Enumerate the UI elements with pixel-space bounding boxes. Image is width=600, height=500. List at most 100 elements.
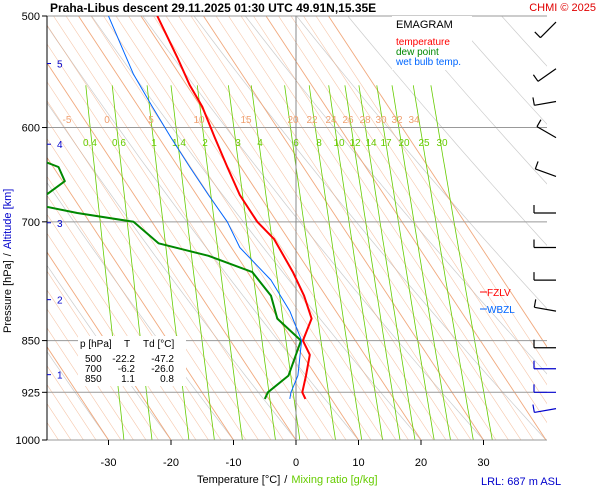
isotherm-label: 5: [148, 115, 154, 126]
dry-adiabat-line: [47, 350, 109, 440]
isotherm-line: [290, 16, 547, 405]
pressure-axis-label: Pressure [hPa]: [2, 260, 14, 333]
altitude-tick-label: 3: [57, 219, 63, 230]
isotherm-line: [215, 16, 497, 440]
isotherm-line: [303, 16, 547, 386]
table-box: [78, 336, 186, 386]
isotherm-label: 10: [193, 115, 205, 126]
altitude-tick-label: 1: [57, 371, 63, 382]
dewpoint-trace: [47, 161, 302, 400]
chart-title: Praha-Libus descent 29.11.2025 01:30 UTC…: [50, 1, 376, 15]
table-cell: -47.2: [151, 354, 174, 365]
isotherm-line: [328, 16, 547, 348]
table-cell: -6.2: [118, 364, 136, 375]
axis-separator: /: [284, 474, 288, 486]
isotherm-label: 34: [408, 115, 420, 126]
wind-barb: [533, 384, 556, 393]
table-cell: 850: [85, 374, 102, 385]
isotherm-line: [265, 16, 547, 440]
mixing-ratio-label: 6: [293, 138, 299, 149]
temperature-trace: [156, 16, 313, 400]
isotherm-label: 30: [375, 115, 387, 126]
isotherm-label: 22: [306, 115, 318, 126]
isotherm-line: [47, 100, 272, 440]
mixing-ratio-label: 2: [202, 138, 208, 149]
wind-barb: [533, 339, 556, 349]
mixing-ratio-label: 14: [365, 138, 377, 149]
mixing-ratio-label: 1.4: [172, 138, 186, 149]
temperature-tick-label: -20: [163, 457, 179, 469]
wind-barbs: [532, 21, 557, 414]
isotherm-line: [47, 43, 309, 440]
isotherm-label: 28: [359, 115, 371, 126]
temperature-tick-label: 10: [352, 457, 364, 469]
altitude-axis-label: Altitude [km]: [2, 189, 14, 250]
temperature-tick-label: 20: [415, 457, 427, 469]
isotherm-line: [47, 138, 247, 440]
axis-separator: /: [2, 252, 14, 256]
wetbulb-trace: [108, 16, 303, 399]
legend-temperature: temperature: [396, 37, 450, 48]
isotherm-label: -5: [63, 115, 72, 126]
table-cell: -22.2: [112, 354, 135, 365]
wind-barb: [536, 119, 557, 139]
altitude-tick-label: 2: [57, 296, 63, 307]
wind-barb: [533, 205, 556, 214]
mixing-ratio-line: [111, 85, 153, 440]
mixing-ratio-line: [284, 85, 336, 440]
mixing-ratio-line: [358, 85, 416, 440]
wind-barb-flag: [534, 161, 539, 170]
mixing-ratio-label: 1: [151, 138, 157, 149]
temperature-tick-label: 0: [293, 457, 299, 469]
brand-label: CHMI © 2025: [529, 2, 596, 14]
wind-barb: [532, 404, 557, 414]
temperature-ticks: -30 -20 -10 0 10 20 30: [101, 440, 490, 469]
mixing-axis-label: Mixing ratio [g/kg]: [291, 474, 377, 486]
mixing-ratio-line: [146, 85, 190, 440]
table-cell: 1.1: [121, 374, 135, 385]
altitude-tick-label: 4: [57, 140, 63, 151]
isotherm-line: [140, 16, 422, 440]
isotherm-line: [190, 16, 472, 440]
isotherm-label: 0: [104, 115, 110, 126]
wind-barb-staff: [536, 126, 557, 139]
isotherm-line: [78, 16, 359, 440]
wind-barb: [533, 239, 556, 249]
dry-adiabat-line: [398, 16, 547, 185]
isotherm-line: [278, 16, 547, 424]
dry-adiabat-line: [449, 16, 547, 125]
wind-barb: [534, 161, 557, 178]
isotherm-line: [315, 16, 547, 367]
altitude-tick-label: 5: [57, 60, 63, 71]
wind-barb-flag: [533, 299, 537, 308]
isotherm-line: [47, 62, 297, 440]
mixing-ratio-line: [430, 85, 493, 440]
mixing-ratio-line: [391, 85, 451, 440]
wind-barb: [533, 272, 556, 281]
isotherm-line: [253, 16, 534, 440]
isotherm-line: [47, 327, 122, 440]
dry-adiabat-line: [142, 16, 484, 440]
isotherm-line: [128, 16, 409, 440]
wind-barb-staff: [534, 100, 557, 106]
isotherm-line: [115, 16, 397, 440]
lrl-label: LRL: 687 m ASL: [481, 476, 561, 488]
isotherm-line: [203, 16, 484, 440]
dry-adiabat-line: [581, 0, 600, 440]
y-axis-title: Pressure [hPa] / Altitude [km]: [2, 189, 14, 333]
mixing-ratio-label: 0.6: [112, 138, 126, 149]
mixing-ratio-line: [85, 85, 125, 440]
pressure-tick-label: 1000: [16, 435, 40, 447]
isotherm-line: [47, 119, 259, 440]
mixing-ratio-line: [328, 85, 383, 440]
isotherm-line: [103, 16, 384, 440]
profile-traces: [47, 16, 313, 400]
wind-barb-staff: [534, 306, 557, 312]
table-cell: -26.0: [151, 364, 174, 375]
isotherm-line: [47, 365, 97, 440]
pressure-ticks: 500 600 700 850 925 1000: [16, 11, 47, 447]
table-cell: 700: [85, 364, 102, 375]
table-header-td: Td [°C]: [143, 339, 174, 350]
wind-barb-flag: [532, 74, 539, 82]
temperature-axis-label: Temperature [°C]: [197, 474, 280, 486]
